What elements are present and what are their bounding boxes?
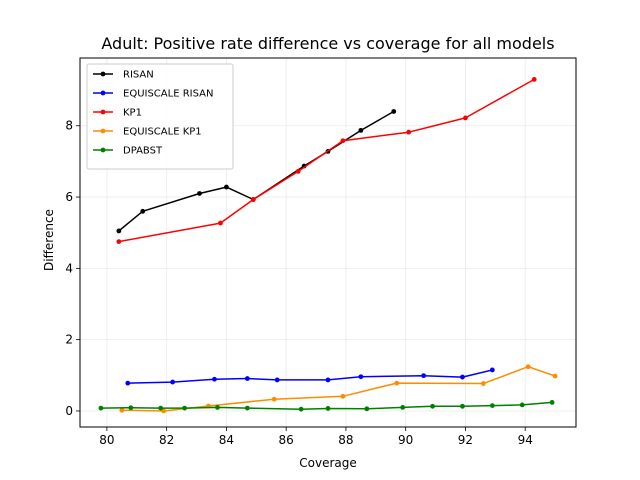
data-point-risan [391,109,397,114]
x-tick-label: 84 [219,433,234,447]
data-point-kp1 [116,239,122,245]
data-point-dpabst [325,406,331,411]
legend-box [86,63,234,170]
legend-item-equiscale-risan: EQUISCALE RISAN [93,89,213,100]
x-axis-label: Coverage [299,456,357,470]
y-tick-label: 0 [65,404,73,418]
data-point-dpabst [98,405,104,411]
x-tick-label: 90 [398,433,413,447]
legend-swatch-marker [100,109,106,115]
x-tick-label: 92 [458,433,473,447]
legend-swatch-marker [100,71,106,77]
data-point-equiscale-risan [170,379,176,385]
data-point-dpabst [182,405,187,411]
data-point-risan [140,208,146,214]
chart-title: Adult: Positive rate difference vs cover… [101,34,554,53]
legend-label: DPABST [123,146,163,157]
data-point-equiscale-risan [274,377,280,383]
data-point-kp1 [463,115,468,121]
legend-label: KP1 [123,108,142,119]
data-point-dpabst [489,403,495,409]
data-point-dpabst [244,405,250,411]
y-tick-label: 2 [65,333,73,347]
data-point-equiscale-risan [460,374,465,380]
data-point-dpabst [519,402,525,408]
data-point-equiscale-kp1 [525,364,531,370]
data-point-risan [224,184,229,190]
data-point-kp1 [406,129,412,135]
data-point-risan [358,127,364,133]
data-point-dpabst [158,405,164,411]
legend: RISAN EQUISCALE RISAN KP1 EQUISCALE KP1 DPAB… [86,63,234,170]
data-point-equiscale-risan [125,380,131,386]
data-point-kp1 [218,220,223,226]
legend-swatch-marker [100,147,106,153]
data-point-dpabst [400,404,406,410]
data-point-kp1 [295,168,301,174]
data-point-equiscale-kp1 [161,408,167,414]
y-tick-label: 4 [65,261,73,275]
data-point-equiscale-kp1 [340,393,346,399]
legend-item-kp1: KP1 [93,108,142,119]
data-point-risan [116,228,122,234]
series-line-equiscale-risan [127,369,493,384]
legend-item-dpabst: DPABST [93,146,163,157]
x-tick-label: 86 [279,433,294,447]
series-layer [98,76,558,414]
data-point-kp1 [250,197,256,202]
data-point-dpabst [364,406,370,412]
data-point-equiscale-risan [325,377,331,383]
series-equiscale-kp1 [119,364,558,414]
data-point-kp1 [531,76,537,82]
data-point-risan [197,191,202,196]
data-point-equiscale-risan [212,376,217,382]
x-tick-label: 88 [338,433,353,447]
data-point-equiscale-kp1 [552,373,558,379]
legend-label: EQUISCALE RISAN [123,89,213,100]
x-tick-label: 82 [159,433,174,447]
legend-item-risan: RISAN [93,70,154,81]
data-point-dpabst [128,405,134,411]
legend-swatch-marker [100,90,106,96]
data-point-dpabst [215,404,220,410]
legend-label: EQUISCALE KP1 [123,127,202,138]
y-axis-label: Difference [42,209,56,271]
data-point-dpabst [298,406,304,412]
data-point-dpabst [549,400,555,405]
x-axis-ticks: 80 82 84 86 88 90 92 94 [99,427,533,447]
y-axis-ticks: 0 2 4 6 8 [65,119,80,418]
x-tick-label: 94 [518,433,533,447]
data-point-dpabst [460,403,465,409]
x-tick-label: 80 [99,433,114,447]
data-point-equiscale-kp1 [394,380,400,386]
y-tick-label: 8 [65,119,73,133]
y-tick-label: 6 [65,190,73,204]
data-point-dpabst [430,403,435,409]
legend-label: RISAN [123,70,154,81]
series-dpabst [98,400,555,412]
series-equiscale-risan [125,367,495,386]
series-line-kp1 [118,78,535,243]
data-point-equiscale-kp1 [271,396,277,402]
data-point-kp1 [340,138,346,144]
data-point-equiscale-risan [358,374,364,380]
data-point-equiscale-risan [489,367,495,373]
data-point-equiscale-risan [421,373,427,379]
plot-frame [79,57,577,428]
legend-swatch-marker [100,128,106,134]
legend-item-equiscale-kp1: EQUISCALE KP1 [93,127,202,138]
series-kp1 [116,76,537,245]
data-point-equiscale-risan [244,376,250,381]
data-point-equiscale-kp1 [480,381,486,386]
data-point-equiscale-kp1 [119,407,125,413]
